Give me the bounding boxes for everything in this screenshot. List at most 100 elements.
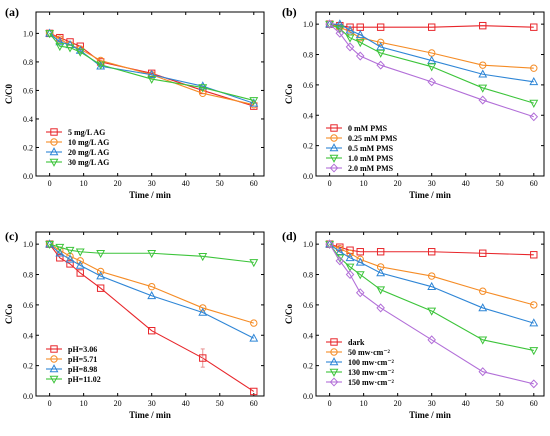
x-axis-label: Time / min	[409, 410, 451, 420]
data-point	[376, 268, 386, 277]
x-tick-label: 30	[428, 179, 436, 188]
data-point	[355, 51, 365, 61]
legend-marker	[49, 364, 59, 373]
data-point	[325, 19, 334, 29]
legend-entry: 5 mg/L AG	[68, 128, 105, 137]
series-line	[329, 243, 534, 256]
series-3	[45, 30, 259, 106]
data-point	[427, 281, 437, 290]
x-tick-label: 20	[114, 179, 122, 188]
y-tick-label: 0.6	[23, 301, 33, 310]
panel-label: (a)	[5, 5, 19, 19]
data-point	[75, 260, 85, 269]
data-point	[249, 98, 259, 107]
series-2	[325, 239, 539, 327]
chart-panel-1: 0 10 20 30 40 50 60 0.0 0.2 0.4 0.6 0.8 1.0 Time / mi…	[282, 5, 545, 200]
data-point	[479, 249, 487, 257]
data-point	[325, 240, 335, 249]
series-1	[325, 240, 538, 309]
data-point	[148, 282, 156, 291]
data-point	[96, 249, 106, 259]
data-point	[478, 95, 488, 105]
data-point	[529, 318, 539, 327]
y-axis-label: C/Co	[284, 84, 294, 104]
y-tick-label: 0.2	[23, 362, 33, 371]
legend-entry: 0 mM PMS	[348, 124, 388, 133]
data-point	[376, 60, 385, 70]
data-point	[530, 64, 538, 72]
legend-marker	[330, 348, 338, 356]
legend-entry: 20 mg/L AG	[68, 148, 109, 157]
data-point	[529, 112, 539, 122]
x-tick-label: 60	[250, 179, 258, 188]
x-tick-label: 60	[530, 399, 538, 408]
data-point	[529, 347, 539, 356]
legend-marker	[49, 375, 59, 384]
data-point	[96, 271, 106, 280]
y-tick-label: 1.0	[303, 240, 313, 249]
legend-entry: pH=11.02	[68, 375, 101, 384]
data-point	[198, 252, 208, 262]
data-point	[529, 379, 539, 389]
legend-marker	[50, 138, 58, 146]
x-tick-label: 0	[328, 179, 332, 188]
data-point	[325, 239, 334, 249]
data-point	[530, 301, 538, 309]
plot-frame	[35, 231, 265, 397]
x-tick-label: 30	[428, 399, 436, 408]
data-point	[250, 387, 258, 396]
legend-marker	[49, 158, 59, 167]
data-point	[479, 287, 487, 295]
data-point	[530, 23, 538, 31]
data-point	[355, 288, 365, 298]
y-tick-label: 1.0	[23, 240, 33, 249]
data-point	[75, 48, 85, 57]
data-point	[529, 99, 539, 108]
data-point	[376, 23, 385, 31]
data-point	[479, 21, 487, 30]
data-point	[249, 333, 259, 342]
series-line	[329, 243, 534, 324]
data-point	[147, 75, 157, 84]
x-tick-label: 40	[462, 179, 470, 188]
series-2	[45, 239, 259, 342]
y-tick-label: 0.0	[23, 172, 33, 181]
data-point	[65, 44, 75, 53]
data-point	[355, 271, 365, 280]
data-point	[75, 45, 85, 54]
data-point	[355, 257, 365, 266]
y-tick-label: 1.0	[23, 29, 33, 38]
data-point	[346, 249, 354, 257]
y-axis-label: C/C0	[4, 84, 14, 104]
y-tick-label: 0.2	[303, 142, 313, 151]
data-point	[345, 252, 355, 262]
series-0	[325, 240, 538, 259]
data-point	[376, 286, 386, 295]
x-tick-label: 10	[360, 399, 368, 408]
data-point	[335, 256, 345, 266]
data-point	[249, 97, 259, 106]
data-point	[56, 254, 64, 262]
data-point	[335, 28, 345, 38]
data-point	[96, 284, 105, 292]
legend-entry: 150 mw·cm⁻²	[348, 378, 395, 387]
data-point	[45, 240, 55, 249]
data-point	[65, 246, 75, 256]
data-point	[75, 248, 85, 257]
legend-marker	[329, 143, 339, 152]
legend-marker	[329, 368, 339, 377]
data-point	[427, 63, 437, 72]
data-point	[376, 38, 385, 47]
x-tick-label: 50	[496, 179, 504, 188]
data-point	[427, 307, 437, 316]
series-4	[325, 19, 539, 122]
legend-entry: 30 mg/L AG	[68, 158, 109, 167]
x-tick-label: 20	[394, 399, 402, 408]
data-point	[55, 243, 65, 253]
x-tick-label: 50	[496, 399, 504, 408]
data-point	[198, 81, 208, 90]
data-point	[96, 61, 106, 70]
